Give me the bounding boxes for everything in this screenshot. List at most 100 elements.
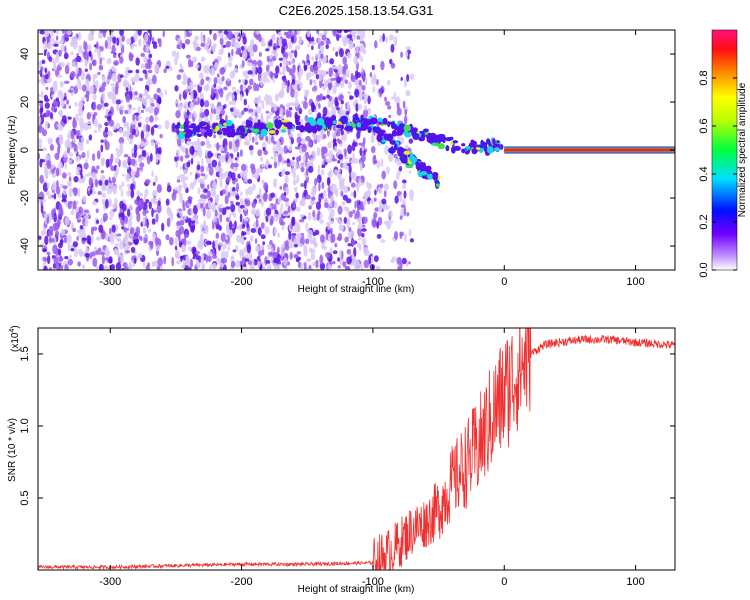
noise-speckle [85, 90, 90, 97]
noise-speckle [100, 217, 103, 225]
noise-speckle [140, 63, 146, 69]
noise-speckle [133, 238, 139, 246]
noise-speckle [308, 264, 312, 270]
noise-speckle [352, 141, 358, 147]
trace-point [357, 127, 362, 132]
noise-speckle [229, 70, 235, 79]
noise-speckle [207, 49, 212, 54]
noise-speckle [127, 155, 131, 163]
noise-speckle [346, 248, 352, 255]
noise-speckle [257, 227, 262, 236]
noise-speckle [247, 70, 254, 75]
noise-speckle [211, 254, 218, 259]
noise-speckle [273, 257, 279, 264]
noise-speckle [320, 130, 324, 141]
noise-speckle [102, 91, 106, 102]
noise-speckle [72, 200, 77, 210]
noise-speckle [248, 252, 253, 260]
noise-speckle [81, 178, 85, 184]
noise-speckle [174, 245, 178, 251]
trace-point [197, 133, 202, 137]
noise-speckle [107, 42, 112, 50]
noise-speckle [363, 104, 367, 112]
noise-speckle [78, 206, 83, 216]
noise-speckle [80, 136, 85, 143]
noise-speckle [121, 211, 125, 221]
noise-speckle [358, 177, 362, 187]
noise-speckle [43, 50, 47, 57]
noise-speckle [266, 260, 271, 264]
noise-speckle [346, 256, 352, 265]
noise-speckle [104, 251, 110, 257]
noise-speckle [214, 209, 218, 217]
noise-speckle [139, 162, 145, 168]
noise-speckle [378, 207, 383, 213]
noise-speckle [243, 263, 247, 267]
noise-speckle [70, 71, 76, 78]
trace-point [364, 118, 372, 126]
noise-speckle [298, 66, 302, 76]
noise-speckle [126, 126, 131, 135]
noise-speckle [212, 32, 217, 41]
noise-speckle [134, 91, 139, 96]
noise-speckle [130, 170, 136, 176]
noise-speckle [83, 209, 90, 214]
noise-speckle [73, 143, 78, 152]
trace-point [386, 133, 394, 142]
noise-speckle [48, 267, 53, 270]
noise-speckle [219, 32, 224, 39]
noise-speckle [256, 194, 261, 199]
trace-point [316, 117, 325, 126]
noise-speckle [408, 170, 412, 175]
noise-speckle [72, 241, 79, 248]
noise-speckle [54, 66, 57, 71]
noise-speckle [84, 59, 88, 68]
noise-speckle [203, 84, 209, 92]
noise-speckle [135, 226, 141, 236]
trace-point [465, 145, 471, 150]
noise-speckle [350, 191, 354, 197]
noise-speckle [179, 219, 185, 226]
noise-speckle [45, 190, 51, 196]
noise-speckle [327, 263, 332, 270]
noise-speckle [384, 101, 391, 106]
noise-speckle [102, 212, 109, 222]
noise-speckle [133, 150, 137, 159]
noise-speckle [73, 247, 78, 258]
snr-frame [37, 327, 676, 571]
noise-speckle [402, 100, 406, 109]
noise-speckle [327, 141, 332, 149]
noise-speckle [355, 79, 360, 84]
noise-speckle [280, 86, 285, 97]
noise-speckle [210, 87, 214, 98]
noise-speckle [240, 235, 245, 245]
noise-speckle [266, 55, 271, 63]
noise-speckle [153, 124, 159, 129]
noise-speckle [296, 174, 300, 184]
noise-speckle [241, 110, 245, 115]
noise-speckle [203, 188, 208, 193]
noise-speckle [129, 183, 135, 191]
noise-speckle [149, 241, 154, 250]
trace-point [199, 121, 207, 127]
noise-speckle [345, 70, 350, 78]
noise-speckle [125, 66, 131, 76]
noise-speckle [360, 56, 364, 63]
noise-speckle [352, 262, 358, 266]
noise-speckle [361, 237, 367, 246]
trace-point [452, 140, 459, 144]
noise-speckle [285, 201, 290, 208]
noise-speckle [267, 251, 274, 257]
noise-speckle [259, 100, 263, 104]
noise-speckle [266, 64, 270, 73]
y-tick-label: 40 [19, 48, 31, 60]
noise-speckle [58, 242, 63, 249]
noise-speckle [130, 148, 135, 155]
y-axis-label-bottom: SNR (10 * v/v) [7, 418, 18, 482]
noise-speckle [190, 225, 195, 233]
noise-speckle [337, 220, 343, 225]
noise-speckle [189, 102, 194, 111]
noise-speckle [361, 145, 365, 152]
noise-speckle [374, 40, 378, 49]
trace-point [393, 143, 398, 151]
